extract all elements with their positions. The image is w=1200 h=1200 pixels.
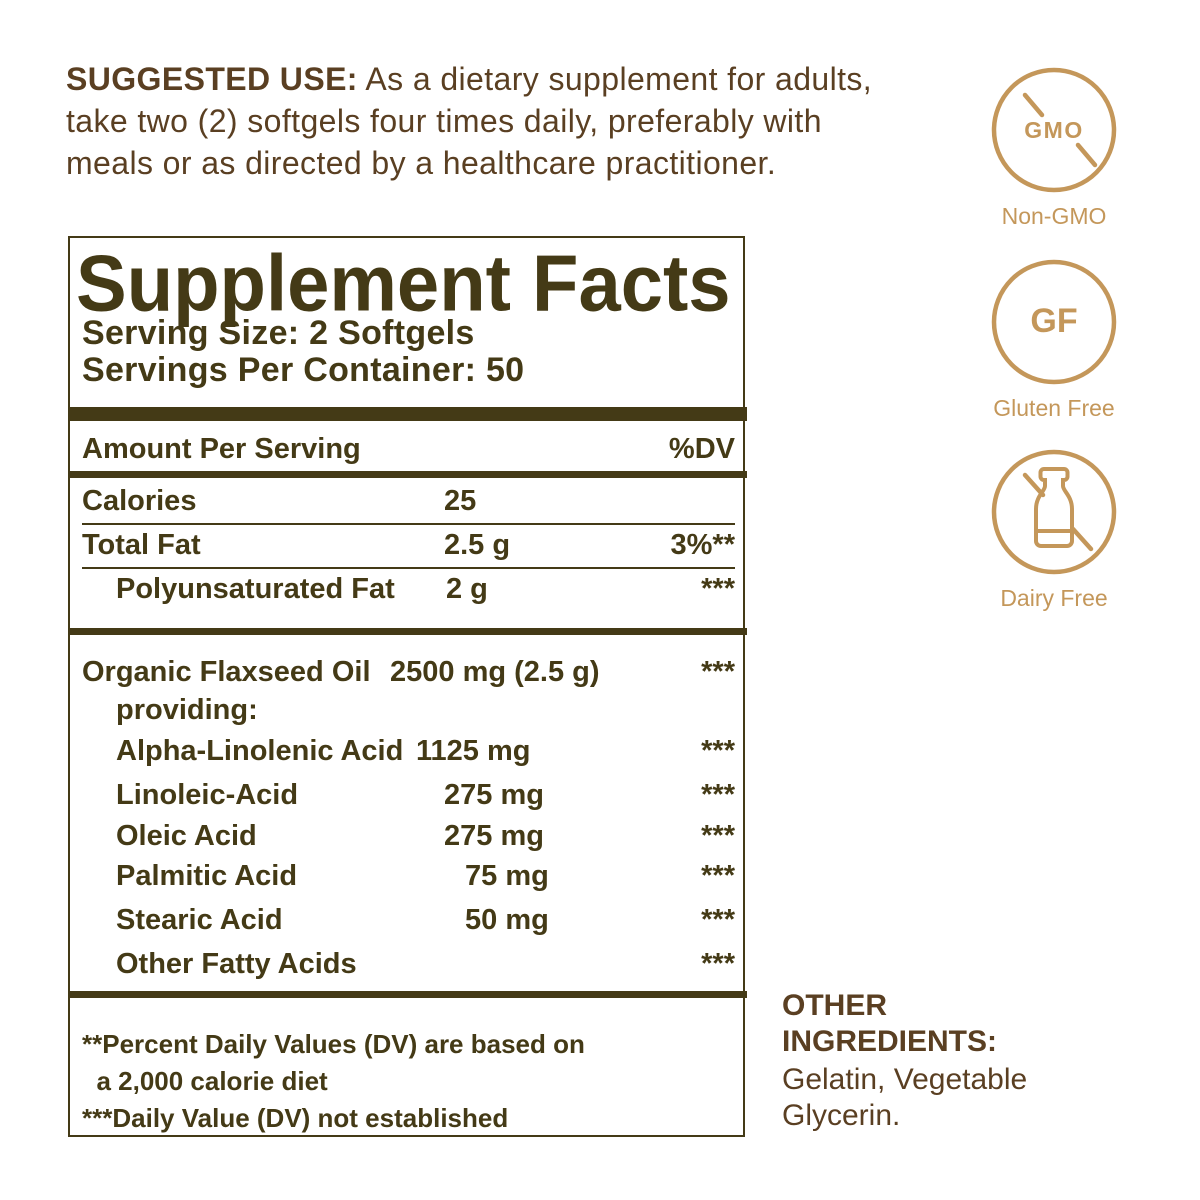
svg-text:GF: GF <box>1030 302 1077 340</box>
svg-text:GMO: GMO <box>1024 117 1083 143</box>
